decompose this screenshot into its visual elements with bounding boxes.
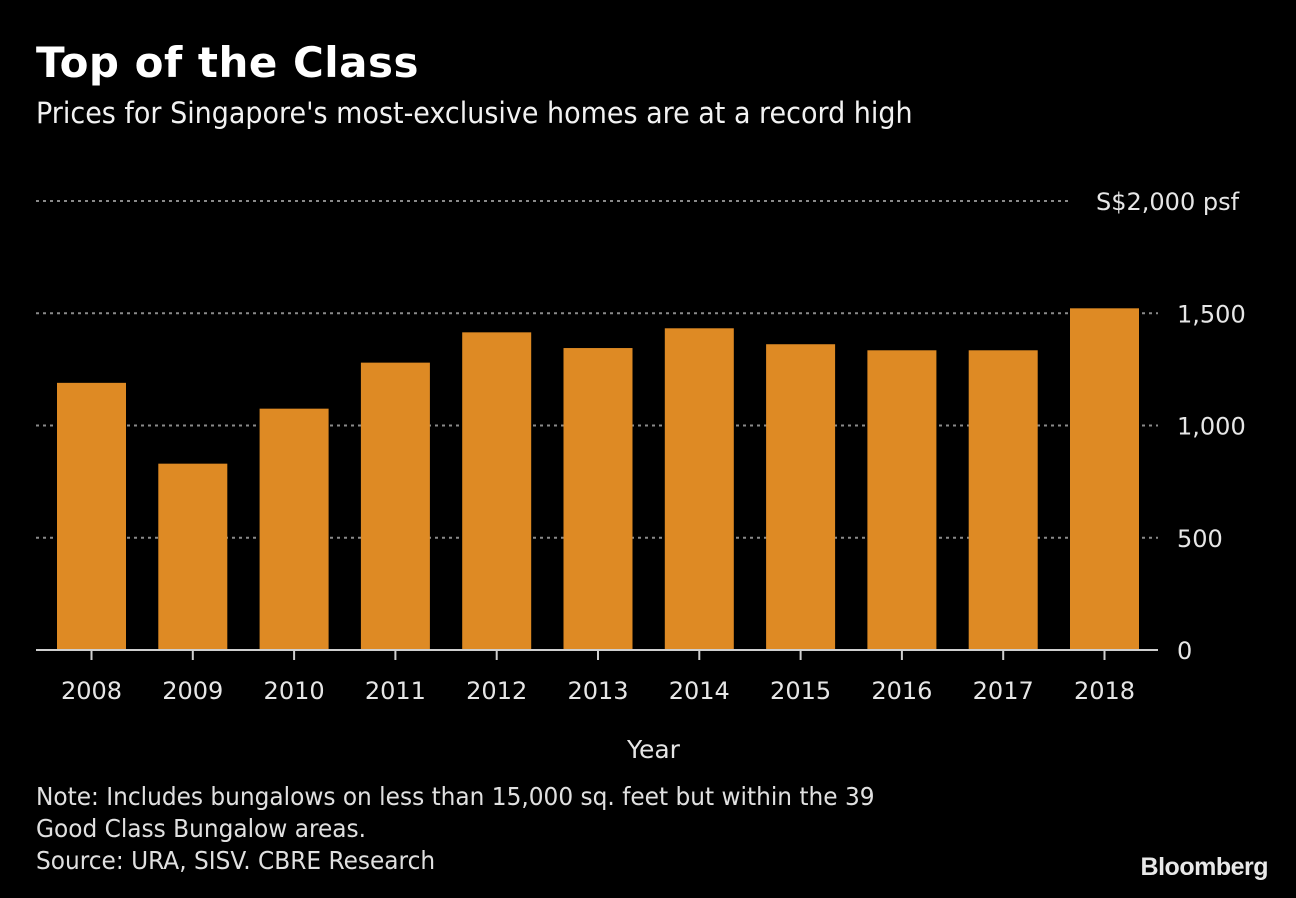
y-tick-label: 1,000 bbox=[1177, 413, 1246, 441]
chart-title: Top of the Class bbox=[36, 38, 420, 87]
x-tick-label: 2016 bbox=[871, 677, 932, 705]
x-tick-label: 2015 bbox=[770, 677, 831, 705]
note-line-1: Note: Includes bungalows on less than 15… bbox=[36, 782, 875, 811]
chart-subtitle: Prices for Singapore's most-exclusive ho… bbox=[36, 96, 913, 130]
x-tick-label: 2008 bbox=[61, 677, 122, 705]
x-axis bbox=[36, 649, 1158, 660]
x-axis-title: Year bbox=[627, 735, 680, 764]
chart-notes: Note: Includes bungalows on less than 15… bbox=[36, 781, 875, 877]
bloomberg-logo: Bloomberg bbox=[1140, 853, 1269, 881]
bar bbox=[158, 463, 228, 650]
x-tick-label: 2011 bbox=[365, 677, 426, 705]
bar bbox=[563, 348, 633, 650]
bars bbox=[57, 308, 1139, 650]
bar bbox=[766, 344, 836, 650]
bar bbox=[462, 332, 532, 650]
y-tick-label: 500 bbox=[1177, 525, 1223, 553]
x-tick-label: 2010 bbox=[264, 677, 325, 705]
bar bbox=[1070, 308, 1139, 650]
x-tick-label: 2018 bbox=[1074, 677, 1135, 705]
note-line-2: Good Class Bungalow areas. bbox=[36, 814, 367, 843]
bar bbox=[968, 350, 1038, 650]
bar bbox=[664, 328, 734, 650]
x-tick-label: 2017 bbox=[973, 677, 1034, 705]
y-tick-label: 1,500 bbox=[1177, 300, 1246, 328]
bar bbox=[259, 408, 329, 650]
x-tick-label: 2009 bbox=[162, 677, 223, 705]
x-axis-labels: 2008 2009 2010 2011 2012 2013 2014 2015 2016 2017… bbox=[61, 677, 1135, 705]
x-tick-label: 2012 bbox=[466, 677, 527, 705]
x-tick-label: 2014 bbox=[669, 677, 730, 705]
bar bbox=[57, 382, 126, 650]
x-tick-label: 2013 bbox=[567, 677, 628, 705]
y-tick-label: S$2,000 psf bbox=[1096, 188, 1240, 216]
y-tick-label: 0 bbox=[1177, 637, 1192, 665]
bar bbox=[867, 350, 937, 650]
source-line: Source: URA, SISV. CBRE Research bbox=[36, 846, 436, 875]
bar bbox=[360, 362, 430, 650]
y-axis-labels: 0 500 1,000 1,500 S$2,000 psf bbox=[1096, 188, 1246, 665]
